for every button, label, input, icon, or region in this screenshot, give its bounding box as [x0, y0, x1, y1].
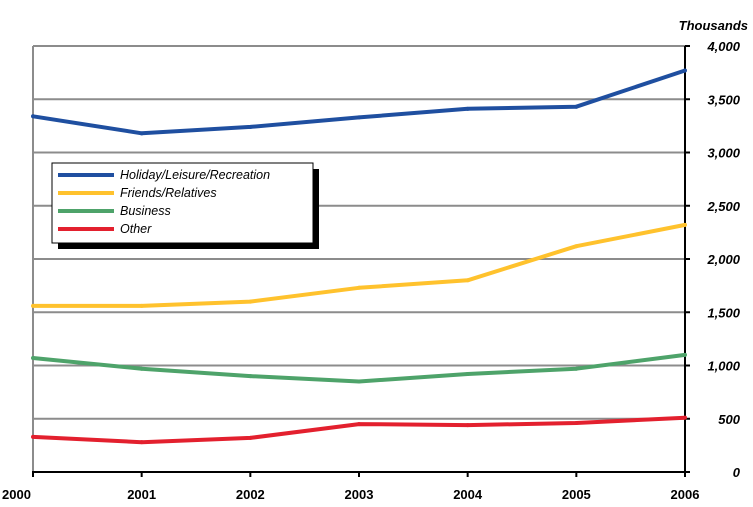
- y-tick-label-0: 0: [733, 465, 741, 480]
- data-point-2-6: [683, 352, 687, 357]
- data-point-0-3: [357, 115, 361, 120]
- data-point-1-3: [357, 285, 361, 290]
- x-tick-label-1: 2001: [127, 487, 156, 502]
- data-point-2-3: [357, 379, 361, 384]
- x-tick-label-6: 2006: [671, 487, 700, 502]
- y-axis-unit-label: Thousands: [679, 18, 748, 33]
- y-tick-label-4: 2,000: [706, 252, 740, 267]
- data-point-2-1: [139, 366, 144, 371]
- data-point-0-6: [683, 68, 687, 73]
- data-point-3-3: [357, 422, 361, 427]
- data-point-0-2: [248, 124, 253, 129]
- data-point-2-4: [465, 372, 470, 377]
- data-point-0-4: [465, 106, 470, 111]
- y-tick-label-5: 2,500: [706, 199, 740, 214]
- data-point-0-0: [31, 114, 35, 119]
- legend-items: Holiday/Leisure/Recreation Friends/Relati…: [58, 168, 270, 236]
- data-point-1-5: [574, 244, 579, 249]
- axes: [32, 45, 690, 477]
- data-point-2-2: [248, 374, 253, 379]
- series-line-3: [32, 415, 686, 445]
- legend-label-1: Friends/Relatives: [120, 186, 217, 200]
- y-tick-label-2: 1,000: [707, 359, 740, 374]
- y-tick-labels: 0 500 1,000 1,500 2,000 2,500 3,000 3,500 4,000: [706, 39, 740, 480]
- data-point-0-5: [574, 104, 579, 109]
- x-tick-labels: 2000 2001 2002 2003 2004 2005 2006: [2, 487, 699, 502]
- legend-label-0: Holiday/Leisure/Recreation: [120, 168, 270, 182]
- data-point-1-4: [465, 278, 470, 283]
- data-point-1-2: [248, 299, 253, 304]
- series-line-0: [32, 68, 686, 136]
- series-line-2: [32, 352, 686, 384]
- x-tick-label-3: 2003: [345, 487, 374, 502]
- x-tick-label-5: 2005: [562, 487, 591, 502]
- data-point-3-4: [465, 423, 470, 428]
- data-point-2-0: [31, 356, 35, 361]
- legend-label-2: Business: [120, 204, 171, 218]
- y-tick-label-7: 3,500: [707, 92, 740, 107]
- data-point-1-0: [31, 303, 35, 308]
- series-lines: [31, 68, 687, 445]
- y-tick-label-8: 4,000: [706, 39, 740, 54]
- data-point-0-1: [139, 131, 144, 136]
- legend: Holiday/Leisure/Recreation Friends/Relati…: [51, 162, 319, 249]
- x-tick-label-4: 2004: [453, 487, 483, 502]
- data-point-3-5: [574, 421, 579, 426]
- data-point-2-5: [574, 366, 579, 371]
- data-point-1-6: [683, 222, 687, 227]
- data-point-3-2: [248, 435, 253, 440]
- y-tick-label-3: 1,500: [707, 305, 740, 320]
- data-point-3-1: [139, 440, 144, 445]
- data-point-3-6: [683, 415, 687, 420]
- x-tick-label-0: 2000: [2, 487, 31, 502]
- data-point-1-1: [139, 303, 144, 308]
- legend-label-3: Other: [120, 222, 152, 236]
- data-point-3-0: [31, 434, 35, 439]
- x-tick-label-2: 2002: [236, 487, 265, 502]
- y-tick-label-1: 500: [718, 412, 740, 427]
- y-tick-label-6: 3,000: [707, 146, 740, 161]
